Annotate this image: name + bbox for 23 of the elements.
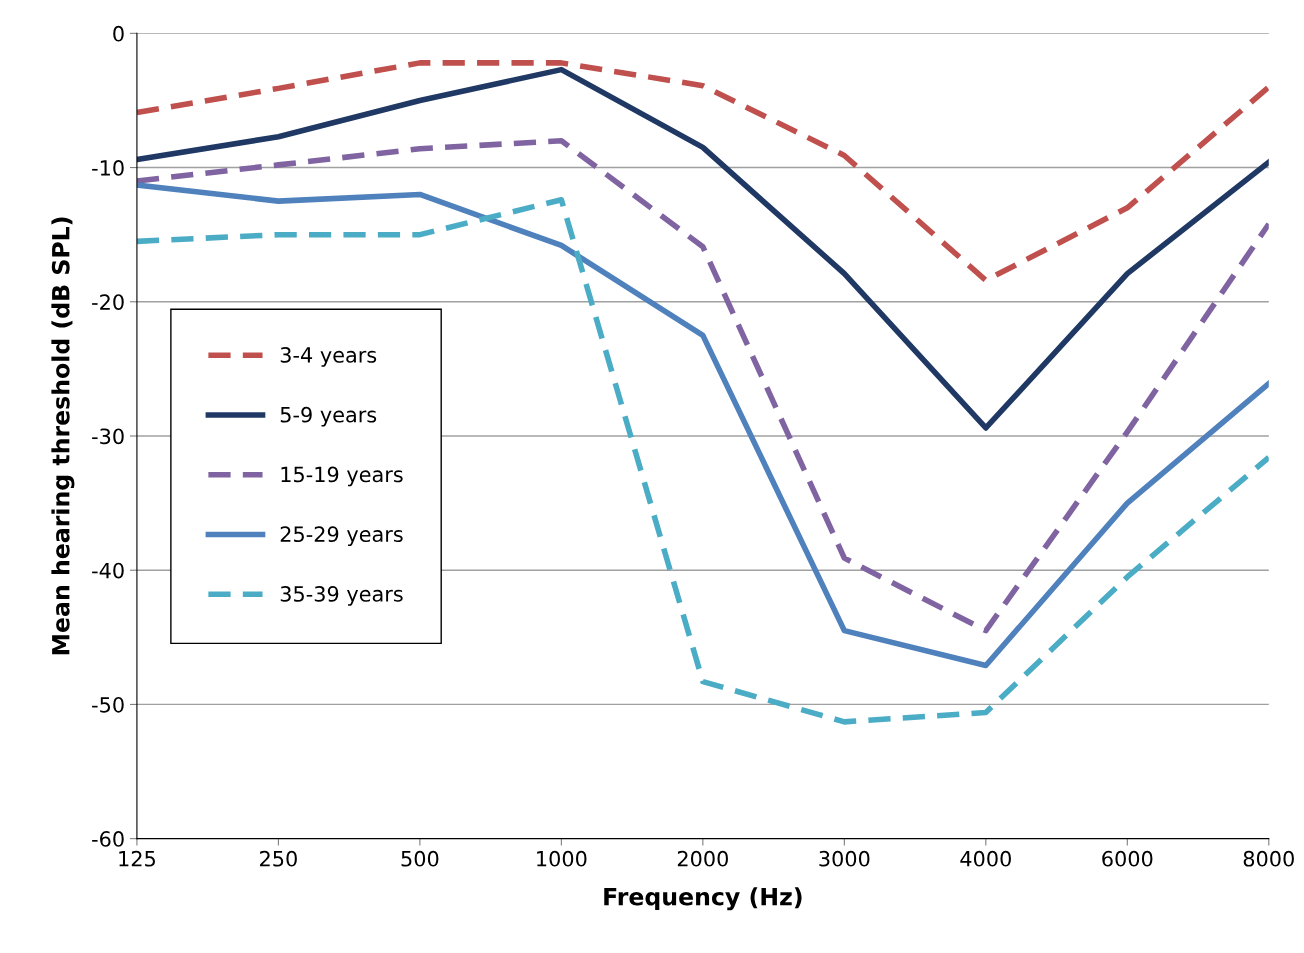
x-tick-label: 1000 <box>537 850 587 867</box>
x-tick-label: 250 <box>260 850 297 867</box>
x-tick-label: 500 <box>401 850 439 867</box>
x-tick-label: 4000 <box>960 850 1011 867</box>
x-tick-label: 2000 <box>677 850 728 867</box>
y-tick-label: -30 <box>92 428 124 445</box>
legend-label: 35-39 years <box>280 586 403 606</box>
x-tick-label: 8000 <box>1243 850 1294 867</box>
x-tick-label: 3000 <box>819 850 870 867</box>
legend-label: 3-4 years <box>280 347 377 367</box>
y-tick-label: -60 <box>92 831 124 847</box>
legend-label: 25-29 years <box>280 526 403 547</box>
y-tick-label: -50 <box>92 696 124 713</box>
x-tick-label: 6000 <box>1102 850 1153 867</box>
y-tick-label: 0 <box>113 25 124 42</box>
x-tick-label: 125 <box>119 850 155 867</box>
y-tick-label: -10 <box>92 160 124 176</box>
x-axis-title: Frequency (Hz) <box>604 887 802 911</box>
y-axis-title: Mean hearing threshold (dB SPL) <box>51 217 75 655</box>
legend-label: 5-9 years <box>280 406 377 427</box>
legend-label: 15-19 years <box>281 466 403 487</box>
y-tick-label: -40 <box>92 562 124 579</box>
y-tick-label: -20 <box>92 294 124 310</box>
